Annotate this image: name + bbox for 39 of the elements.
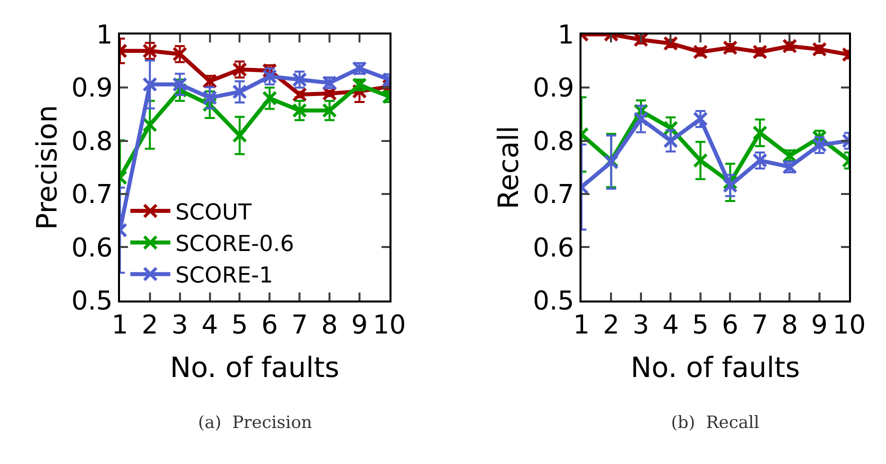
y-tick-label: 0.9 xyxy=(71,74,113,104)
y-tick-label: 0.6 xyxy=(71,233,113,264)
x-tick-label: 6 xyxy=(261,310,278,341)
y-tick-label: 0.5 xyxy=(71,286,113,317)
y-axis-title: Recall xyxy=(492,126,526,210)
text: (a) Precision xyxy=(198,413,312,433)
x-tick-label: 9 xyxy=(811,310,828,341)
x-tick-label: 2 xyxy=(602,310,620,341)
legend-label: SCORE-0.6 xyxy=(175,232,294,258)
y-tick-label: 0.8 xyxy=(532,126,574,157)
legend-label: SCORE-1 xyxy=(175,264,274,289)
x-tick-label: 4 xyxy=(201,310,218,341)
x-tick-label: 6 xyxy=(722,310,738,341)
y-tick-label: 0.8 xyxy=(71,126,113,157)
x-tick-label: 5 xyxy=(231,310,248,341)
y-tick-label: 0.7 xyxy=(532,180,574,210)
y-tick-label: 0.7 xyxy=(71,180,113,210)
x-tick-label: 8 xyxy=(781,310,798,341)
x-tick-label: 10 xyxy=(832,310,866,341)
x-tick-label: 5 xyxy=(692,310,709,341)
x-tick-label: 9 xyxy=(351,310,368,341)
text: (b) Recall xyxy=(671,413,760,433)
x-axis-title: No. of faults xyxy=(630,351,800,384)
x-tick-label: 2 xyxy=(142,310,158,341)
x-tick-label: 7 xyxy=(752,310,768,341)
x-tick-label: 7 xyxy=(291,310,308,341)
y-axis-title: Precision xyxy=(30,104,64,230)
legend-label: SCOUT xyxy=(175,200,252,226)
y-tick-label: 1 xyxy=(558,20,574,50)
y-tick-label: 0.6 xyxy=(532,233,574,264)
y-tick-label: 0.5 xyxy=(532,286,574,317)
x-axis-title: No. of faults xyxy=(170,351,340,384)
x-tick-label: 3 xyxy=(632,310,650,341)
y-tick-label: 0.9 xyxy=(532,74,574,104)
y-tick-label: 1 xyxy=(96,20,113,50)
x-tick-label: 3 xyxy=(172,310,188,341)
x-tick-label: 10 xyxy=(372,310,406,341)
x-tick-label: 4 xyxy=(662,310,679,341)
x-tick-label: 8 xyxy=(321,310,338,341)
